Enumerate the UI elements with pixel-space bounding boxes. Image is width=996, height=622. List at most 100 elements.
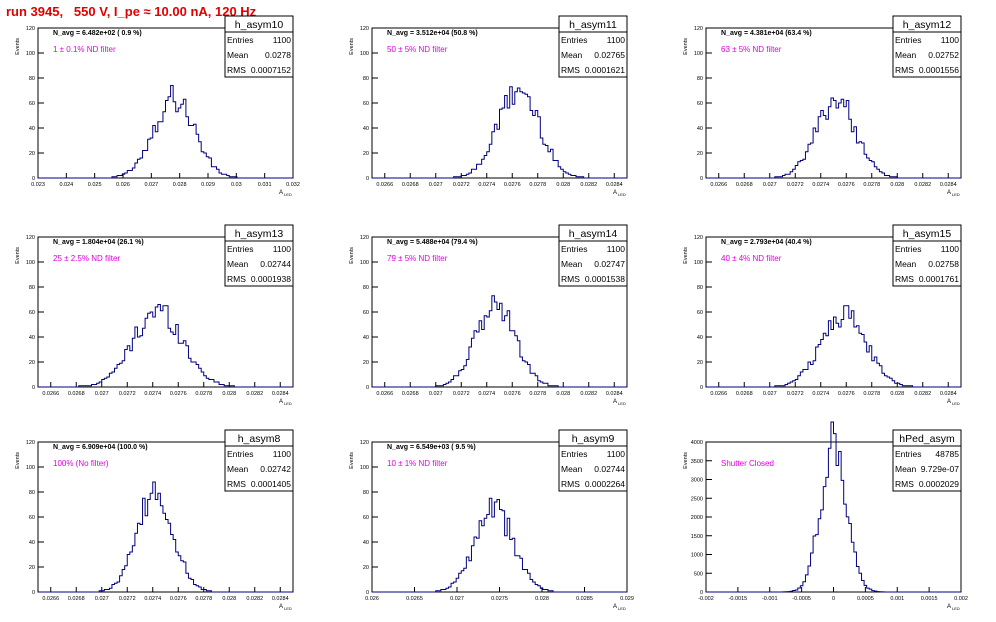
y-tick-label: 3500 [691, 459, 703, 465]
x-tick-label: -0.0015 [729, 596, 748, 602]
stats-value-entries: 1100 [273, 35, 292, 45]
x-axis-label: A [947, 399, 951, 405]
stats-value-rms: 0.0001538 [585, 274, 625, 284]
x-tick-label: 0.0285 [576, 596, 593, 602]
y-tick-label: 100 [360, 465, 369, 471]
y-tick-label: 40 [29, 126, 35, 132]
stats-value-rms: 0.0002029 [919, 479, 959, 489]
navg-text: N_avg = 6.482e+02 ( 0.9 %) [53, 30, 142, 37]
x-axis-sublabel: LED [618, 192, 626, 197]
x-tick-label: 0.0278 [863, 182, 880, 188]
y-axis-label: Events [683, 452, 689, 469]
hist-name: h_asym12 [903, 19, 952, 31]
stats-label-rms: RMS [895, 65, 914, 75]
x-tick-label: 0.028 [222, 596, 236, 602]
x-tick-label: 0.0284 [272, 391, 289, 397]
x-tick-label: 0.0282 [580, 182, 597, 188]
x-tick-label: -0.001 [762, 596, 778, 602]
y-axis-label: Events [15, 452, 21, 469]
y-tick-label: 80 [363, 285, 369, 291]
stats-value-mean: 0.0278 [265, 50, 291, 60]
histogram-line [38, 304, 293, 388]
stats-label-rms: RMS [895, 479, 914, 489]
x-tick-label: 0.0266 [710, 182, 727, 188]
y-axis-label: Events [349, 38, 355, 55]
x-tick-label: 0.023 [31, 182, 45, 188]
x-tick-label: 0.0272 [787, 391, 804, 397]
y-tick-label: 100 [360, 51, 369, 57]
stats-value-entries: 1100 [607, 244, 626, 254]
x-tick-label: 0.0274 [144, 596, 161, 602]
stats-value-mean: 0.02744 [260, 259, 291, 269]
stats-box [224, 15, 294, 78]
y-tick-label: 0 [32, 385, 35, 391]
stats-label-mean: Mean [561, 50, 583, 60]
y-axis-label: Events [15, 38, 21, 55]
histogram-panel-h_asym14: 0 20 40 60 80 100 120 0.0266 0.0268 0.027 0.0272 0.… [349, 224, 628, 406]
x-tick-label: 0.0282 [246, 391, 263, 397]
x-tick-label: 0.0268 [68, 391, 85, 397]
x-tick-label: 0.0268 [402, 182, 419, 188]
x-tick-label: 0.03 [231, 182, 242, 188]
x-tick-label: 0.0278 [529, 391, 546, 397]
y-tick-label: 0 [32, 590, 35, 596]
hist-name: h_asym9 [572, 433, 615, 445]
y-tick-label: 40 [363, 126, 369, 132]
x-tick-label: 0.028 [535, 596, 549, 602]
y-tick-label: 0 [366, 176, 369, 182]
stats-value-mean: 0.02744 [594, 464, 625, 474]
x-tick-label: 0.0275 [491, 596, 508, 602]
stats-value-rms: 0.0001938 [251, 274, 291, 284]
x-tick-label: 0.027 [144, 182, 158, 188]
x-tick-label: 0.0274 [812, 391, 829, 397]
histogram-panel-h_asym15: 0 20 40 60 80 100 120 0.0266 0.0268 0.027 0.0272 0.… [683, 224, 962, 406]
stats-value-mean: 0.02752 [928, 50, 959, 60]
stats-box [224, 429, 294, 492]
stats-label-entries: Entries [227, 244, 253, 254]
stats-label-entries: Entries [895, 244, 921, 254]
x-tick-label: 0.0274 [812, 182, 829, 188]
histogram-panel-h_asym12: 0 20 40 60 80 100 120 0.0266 0.0268 0.027 0.0272 0.… [683, 15, 962, 197]
y-tick-label: 40 [29, 335, 35, 341]
x-axis-label: A [947, 604, 951, 610]
histogram-line [706, 421, 961, 593]
stats-label-rms: RMS [227, 274, 246, 284]
x-tick-label: 0.0278 [529, 182, 546, 188]
histogram-line [38, 481, 293, 593]
filter-text: 1 ± 0.1% ND filter [53, 45, 116, 54]
stats-label-entries: Entries [227, 449, 253, 459]
y-tick-label: 80 [697, 76, 703, 82]
x-axis-label: A [613, 190, 617, 196]
x-tick-label: 0.0276 [504, 391, 521, 397]
x-tick-label: 0.028 [890, 391, 904, 397]
x-tick-label: 0.0274 [144, 391, 161, 397]
filter-text: 25 ± 2.5% ND filter [53, 254, 120, 263]
x-tick-label: 0.027 [763, 182, 777, 188]
stats-label-mean: Mean [227, 259, 249, 269]
y-axis-label: Events [683, 247, 689, 264]
stats-value-rms: 0.0007152 [251, 65, 291, 75]
x-tick-label: 0.0272 [453, 391, 470, 397]
y-tick-label: 20 [29, 565, 35, 571]
x-tick-label: 0.024 [59, 182, 73, 188]
y-tick-label: 40 [363, 335, 369, 341]
x-tick-label: 0.028 [890, 182, 904, 188]
x-tick-label: 0.0282 [580, 391, 597, 397]
x-tick-label: 0.025 [88, 182, 102, 188]
x-tick-label: 0.027 [95, 391, 109, 397]
histogram-panel-h_asym9: 0 20 40 60 80 100 120 0.026 0.0265 0.027 0.0275 0.0… [349, 429, 634, 611]
x-tick-label: 0.0278 [195, 391, 212, 397]
x-tick-label: 0.028 [222, 391, 236, 397]
x-tick-label: 0.027 [429, 391, 443, 397]
y-axis-label: Events [349, 247, 355, 264]
navg-text: N_avg = 1.804e+04 (26.1 %) [53, 239, 144, 246]
x-tick-label: 0.026 [116, 182, 130, 188]
x-tick-label: 0.031 [258, 182, 272, 188]
y-tick-label: 40 [363, 540, 369, 546]
x-tick-label: 0.027 [429, 182, 443, 188]
x-tick-label: 0.0265 [406, 596, 423, 602]
y-tick-label: 100 [694, 260, 703, 266]
run-title: run 3945, 550 V, I_pe ≈ 10.00 nA, 120 Hz [6, 4, 257, 19]
y-tick-label: 2500 [691, 496, 703, 502]
stats-value-mean: 0.02747 [594, 259, 625, 269]
